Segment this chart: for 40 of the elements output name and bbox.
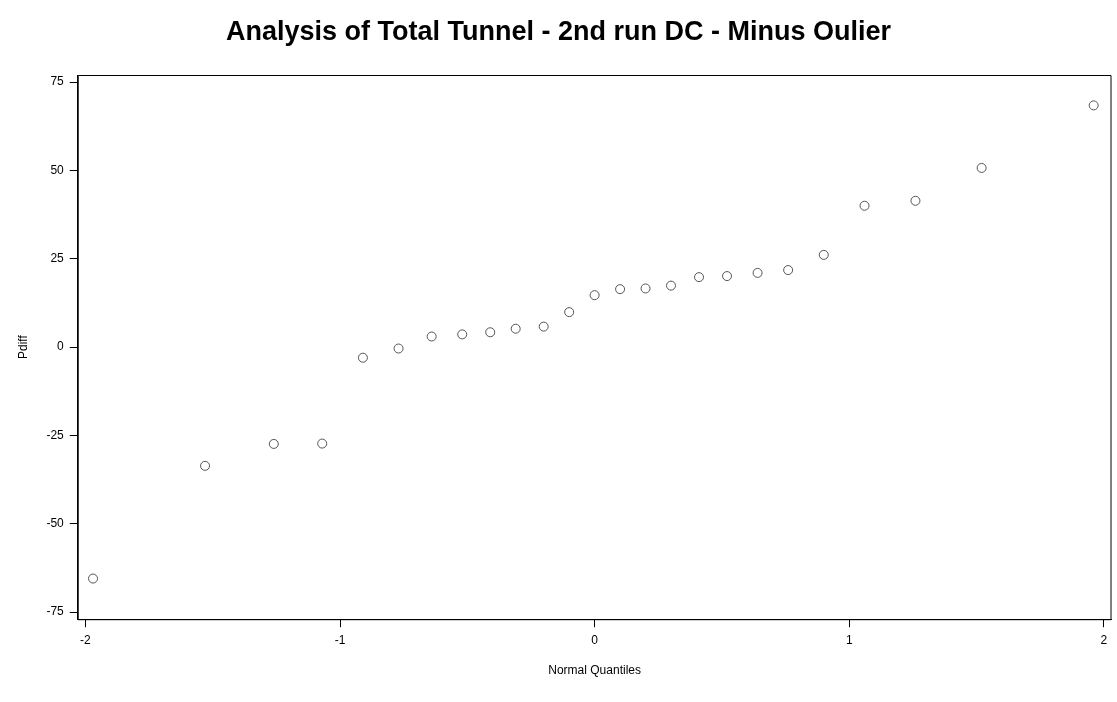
x-tick-label: -2	[80, 632, 92, 647]
point	[357, 352, 368, 363]
x-axis-title: Normal Quantiles	[548, 663, 641, 678]
point	[976, 162, 987, 173]
y-tick-label: 25	[50, 251, 65, 266]
point	[589, 290, 600, 301]
point	[783, 265, 794, 276]
point	[694, 272, 705, 283]
point	[268, 438, 279, 449]
point	[859, 200, 870, 211]
point	[426, 331, 437, 342]
y-tick-label: 0	[57, 339, 65, 354]
point	[317, 438, 328, 449]
point	[200, 460, 211, 471]
point	[910, 195, 921, 206]
point	[538, 321, 549, 332]
point	[1088, 100, 1099, 111]
x-tick-label: 2	[1100, 632, 1108, 647]
point	[457, 329, 468, 340]
point	[564, 307, 575, 318]
y-tick-label: -50	[46, 516, 65, 531]
point	[510, 323, 521, 334]
point	[666, 280, 677, 291]
point	[615, 284, 626, 295]
point	[722, 271, 733, 282]
y-tick-label: -75	[46, 604, 65, 619]
y-tick-label: 75	[50, 74, 65, 89]
point	[485, 327, 496, 338]
y-axis-title: Pdiff	[15, 334, 30, 359]
point	[88, 573, 99, 584]
chart-title: Analysis of Total Tunnel - 2nd run DC - Minus Oulier	[225, 16, 892, 47]
point	[640, 283, 651, 294]
x-tick-label: 0	[591, 632, 599, 647]
point	[393, 343, 404, 354]
y-tick-label: -25	[46, 427, 65, 442]
point	[818, 249, 829, 260]
x-tick-label: 1	[845, 632, 853, 647]
point	[752, 267, 763, 278]
y-tick-label: 50	[50, 162, 65, 177]
x-tick-label: -1	[334, 632, 346, 647]
